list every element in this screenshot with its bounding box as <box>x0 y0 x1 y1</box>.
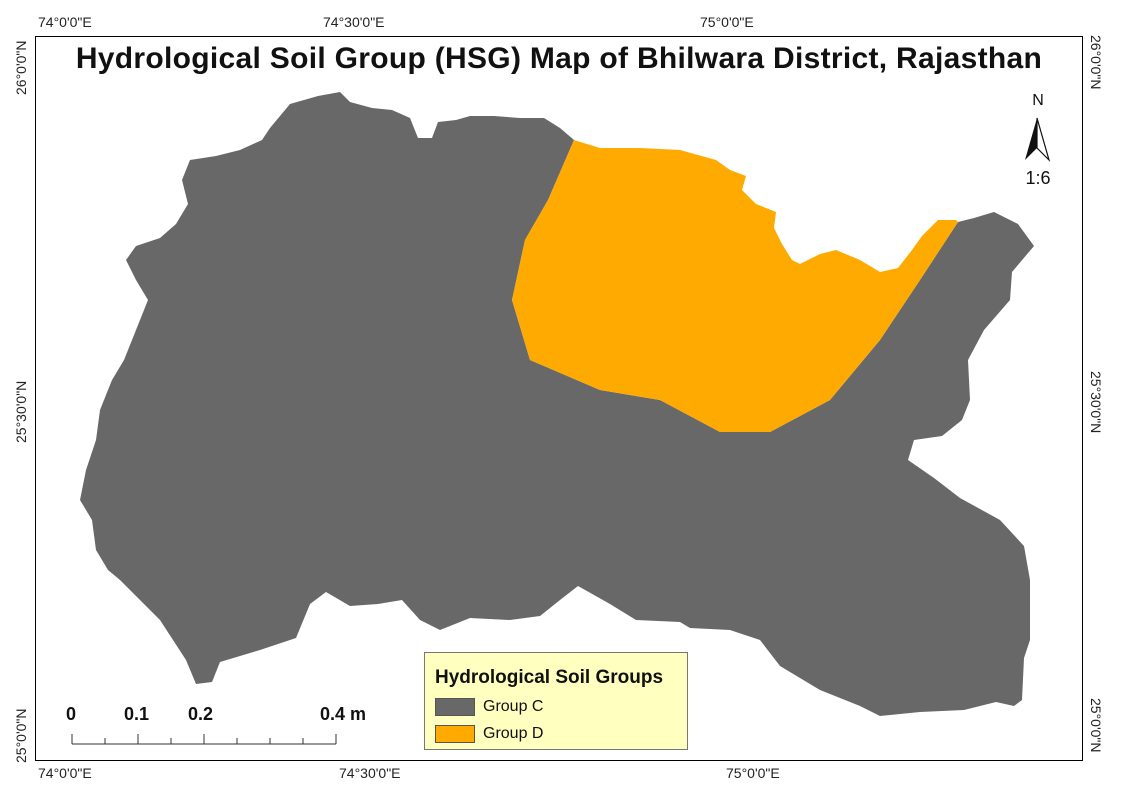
scale-label-2: 0.2 <box>188 704 214 724</box>
legend-label-group-c: Group C <box>483 698 544 715</box>
map-frame <box>35 36 1083 761</box>
map-scale-text: 1:6 <box>1025 168 1051 188</box>
legend-label-group-d: Group D <box>483 725 544 742</box>
coord-bottom-2: 74°30'0"E <box>339 765 401 781</box>
legend: Hydrological Soil Groups Group C Group D <box>424 652 688 750</box>
scale-bar <box>71 734 337 745</box>
coord-bottom-1: 74°0'0"E <box>38 765 92 781</box>
coord-top-3: 75°0'0"E <box>700 14 754 30</box>
group-d-region <box>512 140 958 432</box>
north-arrow: N 1:6 <box>1016 92 1060 189</box>
legend-title: Hydrological Soil Groups <box>435 667 664 688</box>
group-c-region <box>80 92 1034 716</box>
coord-bottom-3: 75°0'0"E <box>726 765 780 781</box>
legend-item-group-d: Group D <box>435 724 543 744</box>
scale-label-1: 0.1 <box>124 704 150 724</box>
legend-swatch-group-d <box>435 725 475 743</box>
coord-top-2: 74°30'0"E <box>323 14 385 30</box>
map-title: Hydrological Soil Group (HSG) Map of Bhi… <box>75 42 1043 75</box>
scale-label-0: 0 <box>66 704 77 724</box>
north-label: N <box>1032 92 1044 109</box>
legend-swatch-group-c <box>435 698 475 716</box>
scale-label-3: 0.4 m <box>320 704 367 724</box>
legend-item-group-c: Group C <box>435 697 543 717</box>
coord-top-1: 74°0'0"E <box>38 14 92 30</box>
north-arrow-icon <box>1025 117 1051 163</box>
